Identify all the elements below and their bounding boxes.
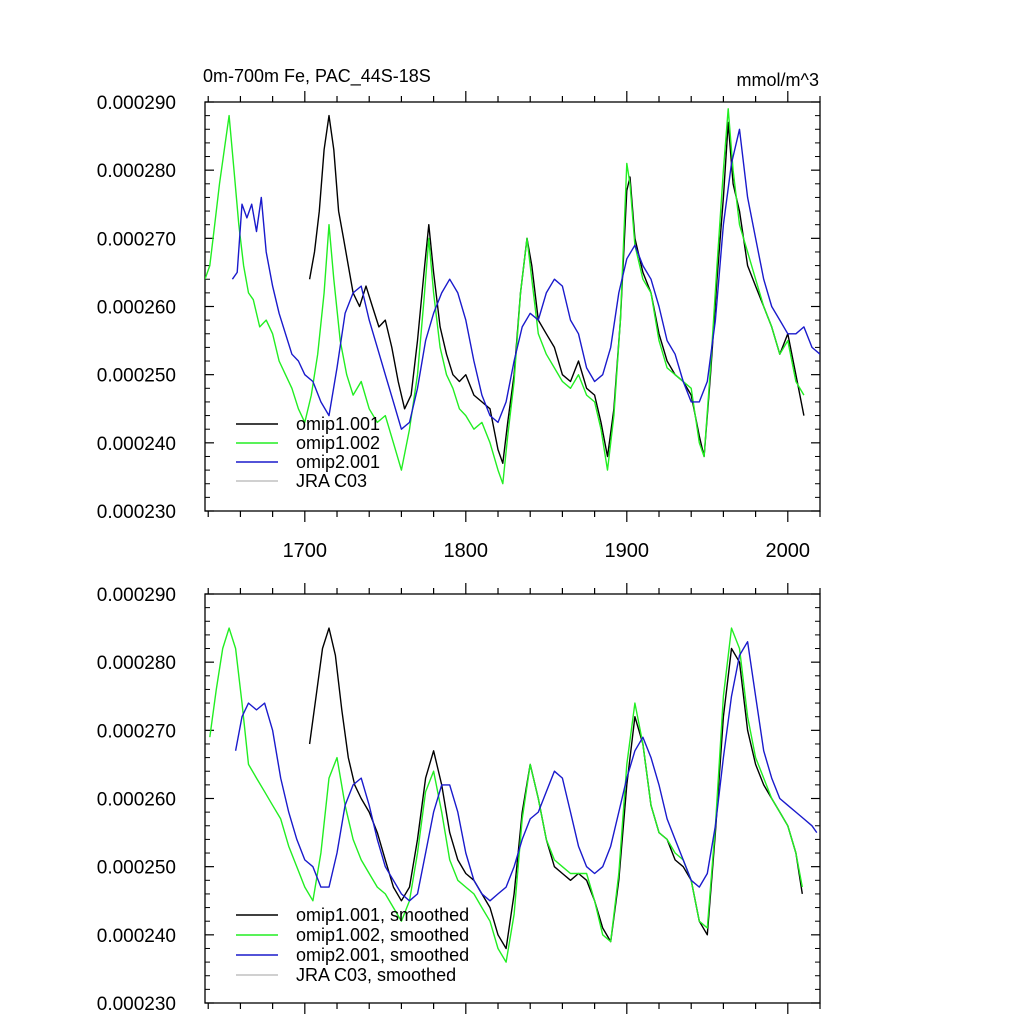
legend-label: omip1.002: [296, 433, 380, 453]
legend-label: JRA C03, smoothed: [296, 965, 456, 985]
legend-label: omip1.002, smoothed: [296, 925, 469, 945]
y-tick-label: 0.000270: [97, 721, 176, 742]
y-tick-label: 0.000250: [97, 858, 176, 879]
y-tick-label: 0.000250: [97, 366, 176, 387]
y-tick-label: 0.000230: [97, 502, 176, 523]
y-tick-label: 0.000240: [97, 926, 176, 947]
y-tick-label: 0.000260: [97, 298, 176, 319]
x-tick-label: 1900: [605, 540, 650, 562]
top-panel: 0.000230 0.000240 0.000250 0.000260 0.000270…: [97, 66, 821, 562]
series-line-omip1-001: [308, 114, 805, 464]
y-tick-label: 0.000280: [97, 161, 176, 182]
legend-label: JRA C03: [296, 471, 367, 491]
legend-label: omip2.001, smoothed: [296, 945, 469, 965]
series-line-omip2-001-smoothed: [234, 641, 818, 902]
legend-label: omip1.001, smoothed: [296, 905, 469, 925]
series-line-omip1-002-smoothed: [209, 627, 803, 963]
bottom-panel: 0.000230 0.000240 0.000250 0.000260 0.000270…: [97, 583, 821, 1015]
y-tick-label: 0.000240: [97, 434, 176, 455]
y-tick-label: 0.000280: [97, 653, 176, 674]
x-tick-label: 1800: [444, 540, 489, 562]
series-group: [205, 108, 820, 485]
chart-title: 0m-700m Fe, PAC_44S-18S: [203, 66, 431, 87]
x-tick-label: 1700: [283, 540, 328, 562]
units-label: mmol/m^3: [737, 70, 819, 90]
y-tick-label: 0.000260: [97, 790, 176, 811]
series-line-omip2-001: [231, 128, 820, 430]
y-tick-label: 0.000230: [97, 994, 176, 1015]
y-tick-label: 0.000290: [97, 93, 176, 114]
y-tick-label: 0.000290: [97, 585, 176, 606]
legend-label: omip1.001: [296, 414, 380, 434]
x-tick-label: 2000: [766, 540, 811, 562]
series-line-omip1-002: [205, 108, 805, 485]
series-line-omip1-001-smoothed: [308, 627, 803, 950]
series-group: [209, 627, 818, 963]
y-tick-label: 0.000270: [97, 229, 176, 250]
legend-label: omip2.001: [296, 452, 380, 472]
